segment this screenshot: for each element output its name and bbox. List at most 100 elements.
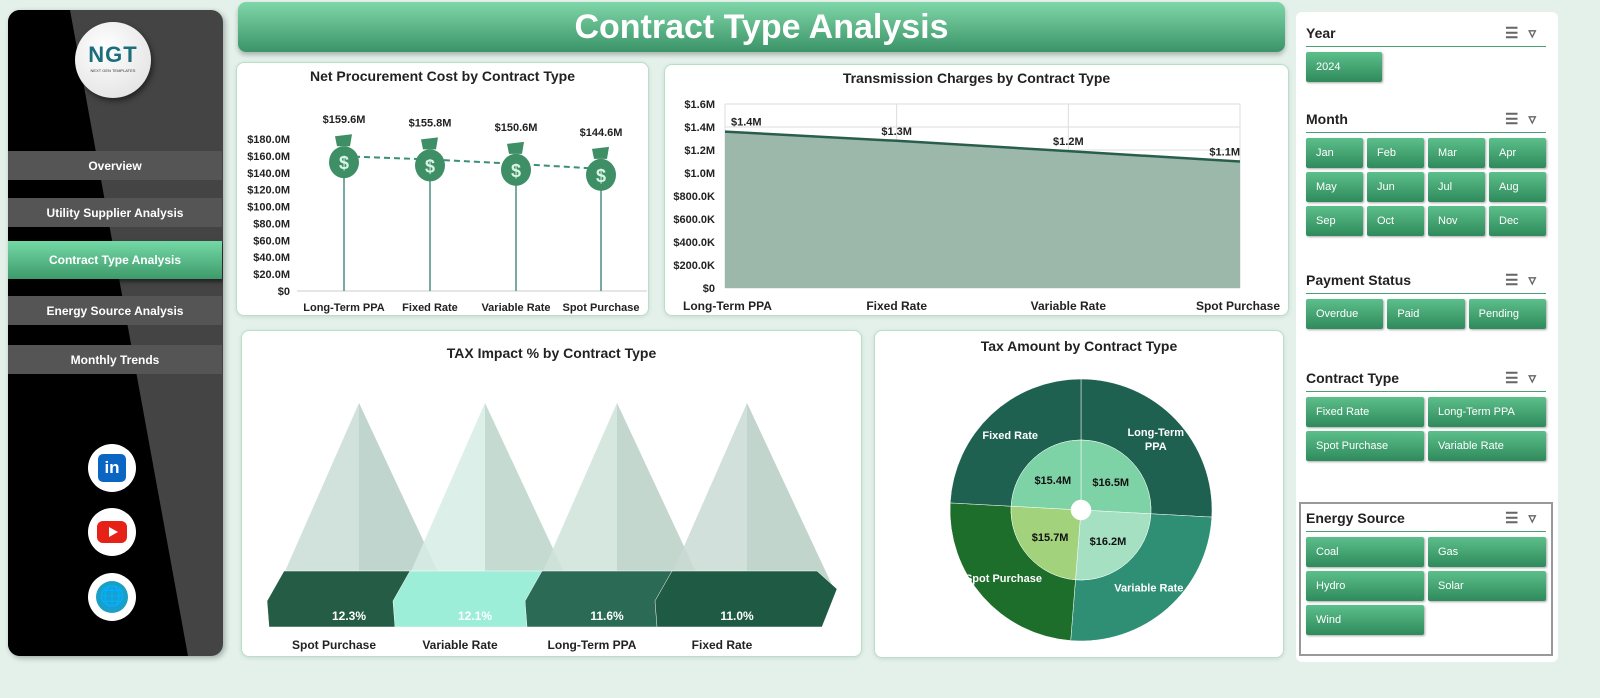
- data-label: $1.2M: [1053, 136, 1084, 148]
- slicer-option[interactable]: Apr: [1489, 138, 1546, 168]
- x-tick-label: Long-Term PPA: [683, 299, 772, 313]
- slicer-option[interactable]: Solar: [1428, 571, 1546, 601]
- slicer-option[interactable]: Wind: [1306, 605, 1424, 635]
- data-label: 12.3%: [332, 609, 366, 623]
- data-label: 12.1%: [458, 609, 492, 623]
- money-bag-icon: $: [415, 137, 445, 182]
- filter-panel: Year ☰▿ 2024 Month ☰▿ Jan Feb Mar Apr May Jun Jul Au…: [1296, 12, 1558, 662]
- x-tick-label: Long-Term PPA: [548, 638, 637, 652]
- y-tick-label: $180.0M: [247, 134, 290, 146]
- area-fill: [725, 131, 1240, 288]
- sidebar: NGT NEXT GEN TEMPLATES Overview Utility S…: [8, 10, 223, 656]
- chart-title: TAX Impact % by Contract Type: [446, 345, 657, 361]
- slicer-option[interactable]: Jul: [1428, 172, 1485, 202]
- globe-icon[interactable]: 🌐: [88, 573, 136, 621]
- clear-filter-icon[interactable]: ▿: [1528, 111, 1546, 128]
- data-label: $159.6M: [323, 114, 366, 126]
- data-label: $1.3M: [881, 126, 912, 138]
- x-tick-label: Variable Rate: [481, 302, 550, 314]
- category-label: Long-Term: [1127, 427, 1184, 439]
- multi-select-icon[interactable]: ☰: [1505, 370, 1529, 387]
- pyramid-side: [617, 403, 702, 591]
- pyramid-side: [359, 403, 444, 591]
- y-tick-label: $1.6M: [684, 99, 715, 111]
- slicer-option[interactable]: 2024: [1306, 52, 1382, 82]
- chart-title: Transmission Charges by Contract Type: [842, 70, 1111, 86]
- nav-overview[interactable]: Overview: [8, 151, 222, 180]
- y-tick-label: $400.0K: [673, 237, 715, 249]
- slicer-option[interactable]: Dec: [1489, 206, 1546, 236]
- slicer-option[interactable]: Nov: [1428, 206, 1485, 236]
- nav-energy-source-analysis[interactable]: Energy Source Analysis: [8, 296, 222, 325]
- data-label: $16.5M: [1092, 477, 1129, 489]
- slicer-option[interactable]: May: [1306, 172, 1363, 202]
- slicer-month: Month ☰▿ Jan Feb Mar Apr May Jun Jul Aug Sep Oct Nov…: [1306, 110, 1546, 236]
- slicer-contract-type: Contract Type ☰▿ Fixed Rate Long-Term PPA Sp…: [1306, 369, 1546, 461]
- money-bag-icon: $: [329, 134, 359, 179]
- slicer-title: Month: [1306, 111, 1348, 127]
- data-label: $155.8M: [409, 117, 452, 129]
- x-tick-label: Spot Purchase: [562, 302, 639, 314]
- slicer-option[interactable]: Spot Purchase: [1306, 431, 1424, 461]
- bag-body: [586, 158, 616, 191]
- clear-filter-icon[interactable]: ▿: [1528, 25, 1546, 42]
- page-title: Contract Type Analysis: [238, 2, 1285, 52]
- x-tick-label: Spot Purchase: [1196, 299, 1280, 313]
- chart-title: Tax Amount by Contract Type: [980, 338, 1178, 354]
- data-label: 11.6%: [590, 609, 624, 623]
- tax-impact-chart: TAX Impact % by Contract Type 12.3% Spot …: [241, 330, 862, 657]
- y-tick-label: $60.0M: [253, 235, 290, 247]
- data-label: 11.0%: [720, 609, 754, 623]
- clear-filter-icon[interactable]: ▿: [1528, 370, 1546, 387]
- y-tick-label: $160.0M: [247, 151, 290, 163]
- slicer-title: Year: [1306, 25, 1336, 41]
- x-tick-label: Fixed Rate: [692, 638, 753, 652]
- nav-monthly-trends[interactable]: Monthly Trends: [8, 345, 222, 374]
- pyramid-side: [485, 403, 570, 591]
- slicer-option[interactable]: Hydro: [1306, 571, 1424, 601]
- multi-select-icon[interactable]: ☰: [1505, 111, 1529, 128]
- pyramid-side: [747, 403, 832, 591]
- y-tick-label: $1.2M: [684, 145, 715, 157]
- clear-filter-icon[interactable]: ▿: [1528, 510, 1546, 527]
- slicer-option[interactable]: Variable Rate: [1428, 431, 1546, 461]
- bag-neck: [335, 134, 352, 147]
- logo: NGT NEXT GEN TEMPLATES: [75, 22, 151, 98]
- slicer-option[interactable]: Paid: [1387, 299, 1465, 329]
- slicer-option[interactable]: Gas: [1428, 537, 1546, 567]
- slicer-option[interactable]: Aug: [1489, 172, 1546, 202]
- data-label: $150.6M: [495, 122, 538, 134]
- multi-select-icon[interactable]: ☰: [1505, 272, 1529, 289]
- slicer-option[interactable]: Long-Term PPA: [1428, 397, 1546, 427]
- slicer-option[interactable]: Oct: [1367, 206, 1424, 236]
- chart-title: Net Procurement Cost by Contract Type: [309, 68, 575, 84]
- logo-subtext: NEXT GEN TEMPLATES: [90, 68, 136, 73]
- bag-body: [501, 153, 531, 186]
- linkedin-icon[interactable]: in: [88, 444, 136, 492]
- transmission-svg: $0 $200.0K $400.0K $600.0K $800.0K $1.0M $1.2M…: [673, 99, 1280, 313]
- youtube-icon[interactable]: [88, 508, 136, 556]
- slicer-option[interactable]: Jun: [1367, 172, 1424, 202]
- slicer-option[interactable]: Mar: [1428, 138, 1485, 168]
- nav-utility-supplier-analysis[interactable]: Utility Supplier Analysis: [8, 198, 222, 227]
- sidebar-background: [8, 10, 188, 656]
- slicer-option[interactable]: Coal: [1306, 537, 1424, 567]
- slicer-option[interactable]: Jan: [1306, 138, 1363, 168]
- sunburst-hole: [1071, 500, 1091, 520]
- multi-select-icon[interactable]: ☰: [1505, 25, 1529, 42]
- slicer-option[interactable]: Pending: [1468, 299, 1546, 329]
- slicer-option[interactable]: Feb: [1367, 138, 1424, 168]
- multi-select-icon[interactable]: ☰: [1505, 510, 1529, 527]
- x-tick-label: Spot Purchase: [292, 638, 376, 652]
- money-bag-icon: $: [586, 146, 616, 191]
- pyramid-base: [654, 570, 838, 628]
- slicer-option[interactable]: Overdue: [1306, 299, 1384, 329]
- nav-contract-type-analysis[interactable]: Contract Type Analysis: [8, 241, 222, 279]
- bag-neck: [592, 146, 609, 159]
- slicer-energy-source: Energy Source ☰▿ Coal Gas Hydro Solar Wind: [1299, 502, 1553, 656]
- slicer-option[interactable]: Fixed Rate: [1306, 397, 1424, 427]
- y-tick-label: $140.0M: [247, 168, 290, 180]
- clear-filter-icon[interactable]: ▿: [1528, 272, 1546, 289]
- net-procurement-svg: $0 $20.0M $40.0M $60.0M $80.0M $100.0M $120.0M…: [247, 114, 647, 314]
- slicer-option[interactable]: Sep: [1306, 206, 1363, 236]
